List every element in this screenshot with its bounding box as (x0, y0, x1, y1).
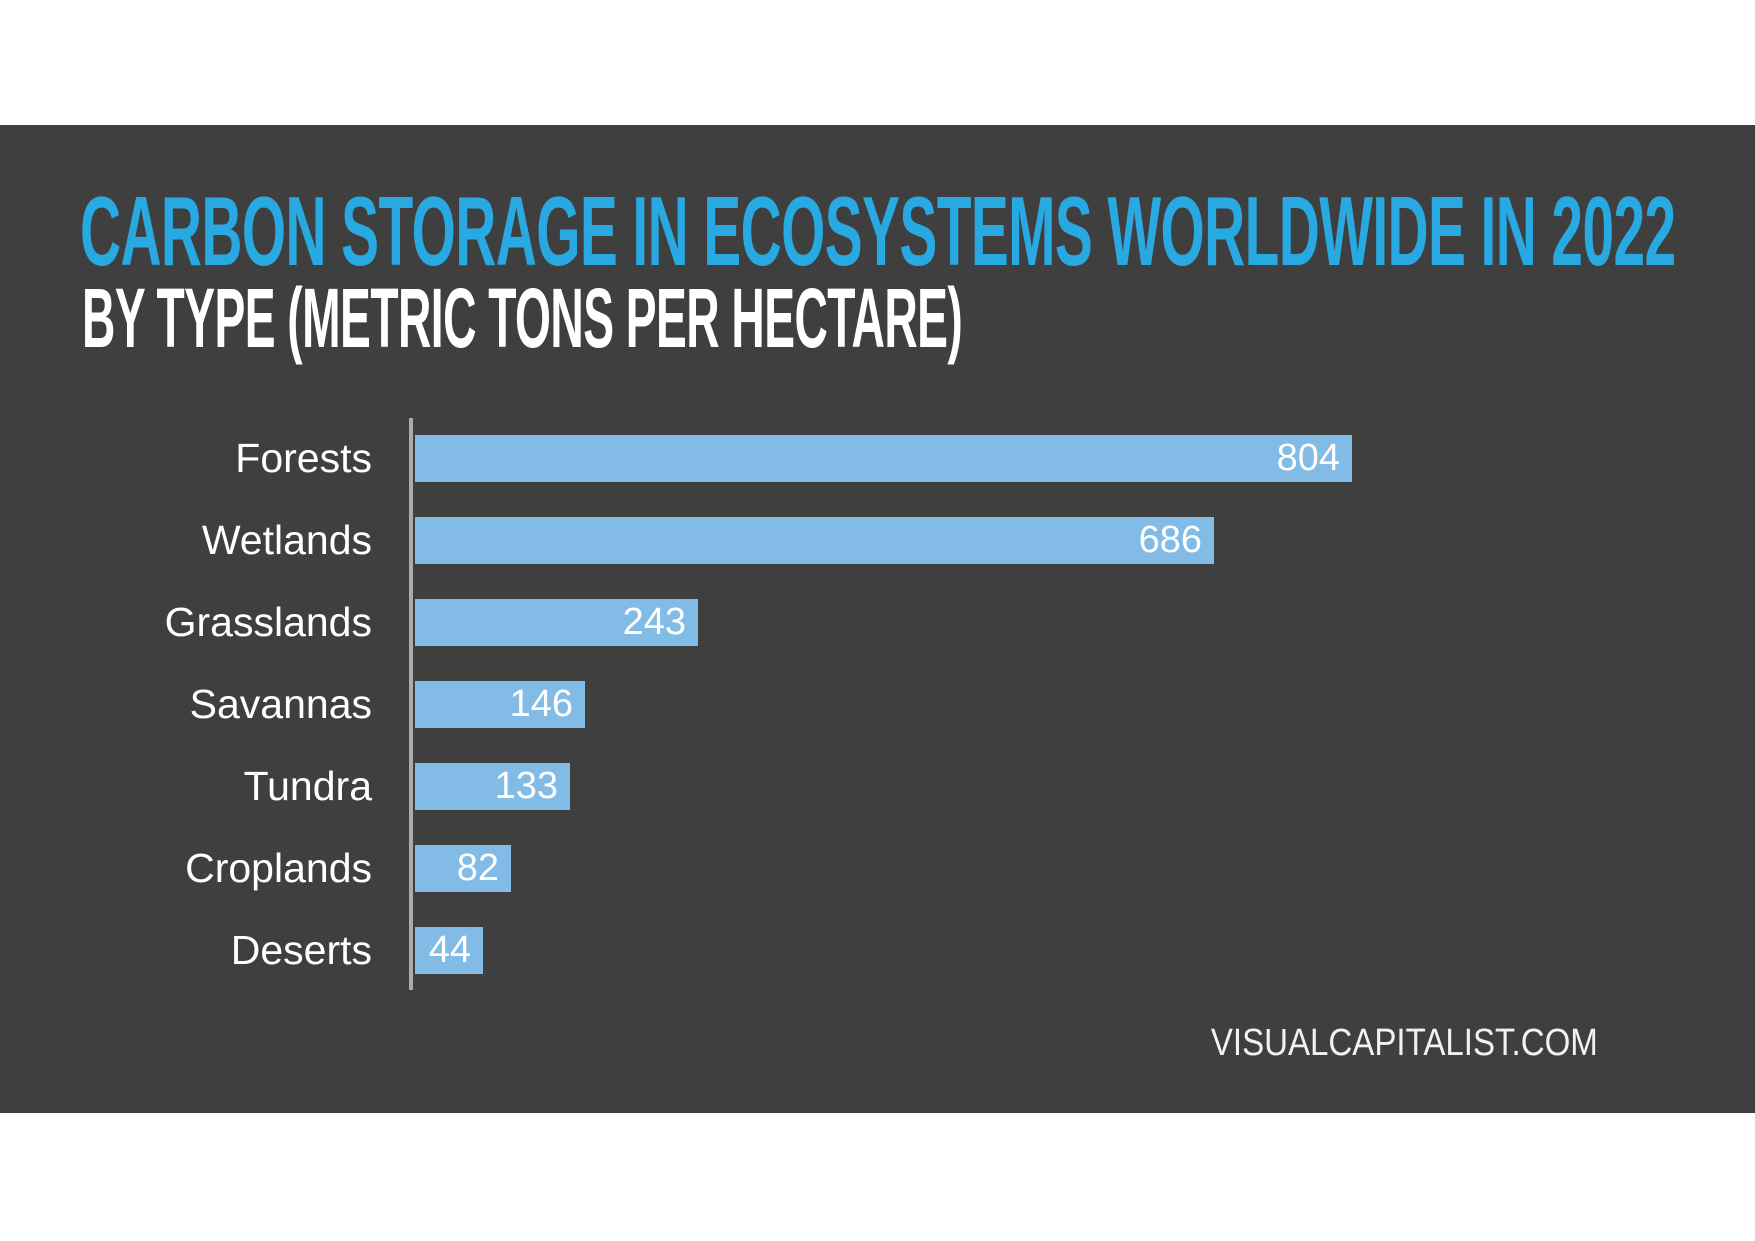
value-label: 133 (494, 765, 558, 807)
value-label: 804 (1276, 437, 1340, 479)
chart-panel: CARBON STORAGE IN ECOSYSTEMS WORLDWIDE I… (0, 125, 1755, 1113)
value-label: 82 (456, 847, 499, 889)
bar: 243 (415, 599, 698, 646)
bar: 82 (415, 845, 511, 892)
chart-row: Grasslands 243 (0, 599, 1755, 646)
chart-row: Croplands 82 (0, 845, 1755, 892)
value-label: 686 (1138, 519, 1202, 561)
chart-subtitle: BY TYPE (METRIC TONS PER HECTARE) (82, 271, 963, 365)
bar: 44 (415, 927, 483, 974)
category-label: Grasslands (164, 599, 372, 645)
bar: 804 (415, 435, 1352, 482)
chart-title: CARBON STORAGE IN ECOSYSTEMS WORLDWIDE I… (80, 176, 1676, 286)
value-label: 146 (509, 683, 573, 725)
bar-chart: Forests 804 Wetlands 686 Grasslands 243 … (0, 435, 1755, 1009)
category-label: Tundra (243, 763, 372, 809)
category-label: Savannas (189, 681, 372, 727)
value-label: 44 (428, 929, 471, 971)
value-label: 243 (622, 601, 686, 643)
source-attribution: VISUALCAPITALIST.COM (1210, 1022, 1598, 1064)
bar: 146 (415, 681, 585, 728)
bar: 686 (415, 517, 1214, 564)
category-label: Forests (235, 435, 372, 481)
bar: 133 (415, 763, 570, 810)
chart-row: Deserts 44 (0, 927, 1755, 974)
category-axis-line (409, 418, 413, 990)
chart-row: Wetlands 686 (0, 517, 1755, 564)
category-label: Wetlands (201, 517, 372, 563)
category-label: Deserts (230, 927, 372, 973)
chart-row: Savannas 146 (0, 681, 1755, 728)
chart-row: Forests 804 (0, 435, 1755, 482)
category-label: Croplands (185, 845, 372, 891)
chart-row: Tundra 133 (0, 763, 1755, 810)
